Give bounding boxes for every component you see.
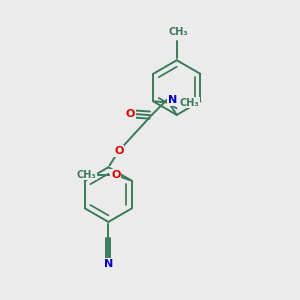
Text: O: O bbox=[114, 146, 124, 156]
Text: CH₃: CH₃ bbox=[77, 170, 96, 180]
Text: N: N bbox=[168, 95, 178, 105]
Text: H: H bbox=[183, 97, 192, 107]
Text: CH₃: CH₃ bbox=[180, 98, 200, 108]
Text: CH₃: CH₃ bbox=[168, 27, 188, 38]
Text: N: N bbox=[104, 259, 113, 269]
Text: O: O bbox=[111, 170, 120, 180]
Text: O: O bbox=[125, 109, 135, 119]
